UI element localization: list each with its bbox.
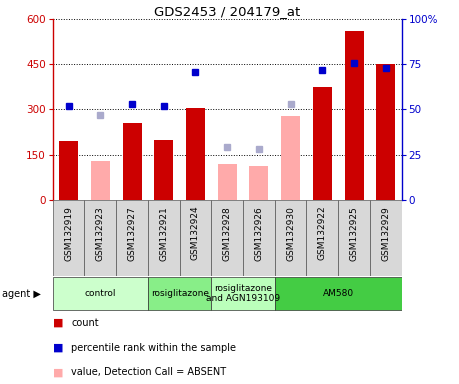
Text: GSM132930: GSM132930 — [286, 206, 295, 261]
Text: ■: ■ — [53, 318, 63, 328]
Text: GSM132923: GSM132923 — [96, 206, 105, 261]
Bar — [53, 277, 148, 310]
Text: count: count — [71, 318, 99, 328]
Text: value, Detection Call = ABSENT: value, Detection Call = ABSENT — [71, 367, 226, 377]
Text: GSM132927: GSM132927 — [128, 206, 137, 261]
Text: GSM132929: GSM132929 — [381, 206, 390, 261]
Bar — [218, 164, 237, 200]
Bar — [53, 200, 84, 276]
Bar — [313, 87, 332, 200]
Text: rosiglitazone: rosiglitazone — [151, 289, 209, 298]
Bar — [376, 65, 395, 200]
Bar — [249, 166, 269, 200]
Bar — [116, 200, 148, 276]
Text: GSM132921: GSM132921 — [159, 206, 168, 261]
Text: GSM132922: GSM132922 — [318, 206, 327, 260]
Bar — [59, 141, 78, 200]
Bar — [275, 200, 307, 276]
Text: agent ▶: agent ▶ — [2, 289, 41, 299]
Bar — [281, 116, 300, 200]
Text: ■: ■ — [53, 367, 63, 377]
Title: GDS2453 / 204179_at: GDS2453 / 204179_at — [154, 5, 300, 18]
Bar — [91, 161, 110, 200]
Bar — [154, 140, 174, 200]
Text: ■: ■ — [53, 343, 63, 353]
Text: GSM132919: GSM132919 — [64, 206, 73, 261]
Bar — [123, 123, 141, 200]
Text: GSM132928: GSM132928 — [223, 206, 232, 261]
Bar — [275, 277, 402, 310]
Text: rosiglitazone
and AGN193109: rosiglitazone and AGN193109 — [206, 284, 280, 303]
Bar — [179, 200, 211, 276]
Bar — [345, 31, 364, 200]
Text: control: control — [84, 289, 116, 298]
Text: AM580: AM580 — [323, 289, 354, 298]
Bar — [148, 200, 179, 276]
Bar — [338, 200, 370, 276]
Bar — [307, 200, 338, 276]
Text: GSM132925: GSM132925 — [350, 206, 358, 261]
Bar — [186, 108, 205, 200]
Text: GSM132924: GSM132924 — [191, 206, 200, 260]
Bar — [211, 200, 243, 276]
Bar — [211, 277, 275, 310]
Text: GSM132926: GSM132926 — [254, 206, 263, 261]
Bar — [84, 200, 116, 276]
Bar — [148, 277, 211, 310]
Text: percentile rank within the sample: percentile rank within the sample — [71, 343, 236, 353]
Bar — [370, 200, 402, 276]
Bar — [243, 200, 275, 276]
